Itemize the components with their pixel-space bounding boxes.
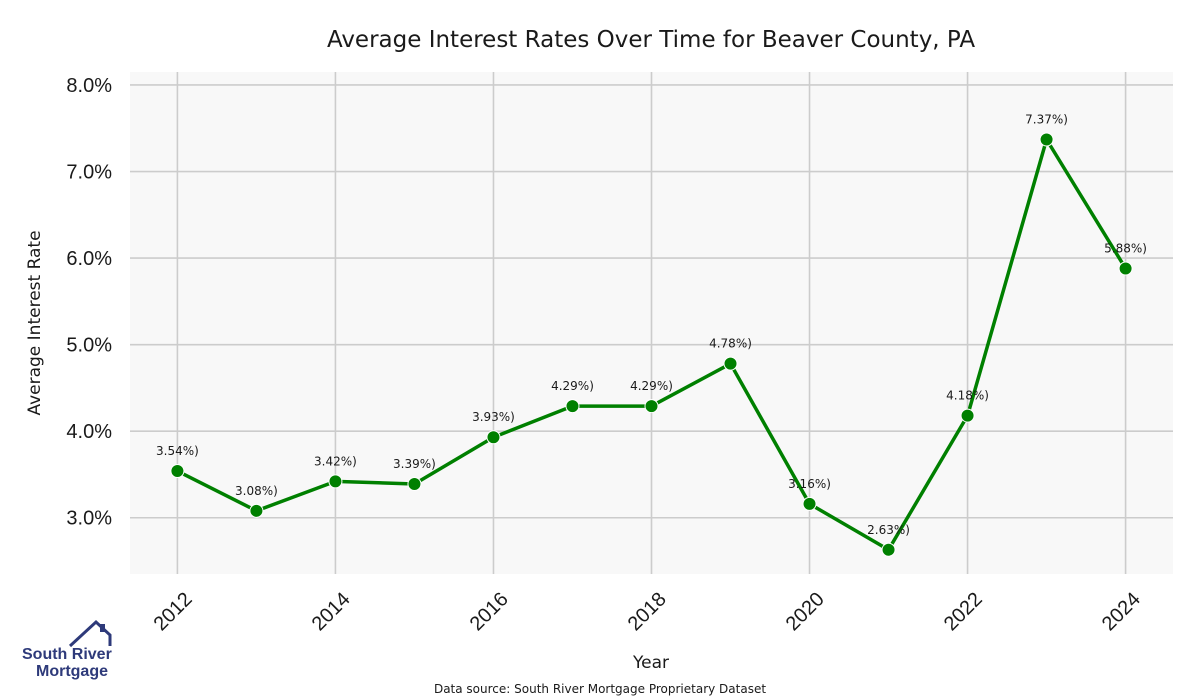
y-tick-label: 3.0%: [66, 508, 112, 530]
data-point: [960, 408, 975, 423]
x-axis-title: Year: [632, 653, 669, 673]
data-point: [328, 474, 343, 489]
data-label: 3.54%): [156, 444, 199, 458]
south-river-mortgage-logo: South River Mortgage: [22, 619, 112, 680]
grid: [130, 72, 1173, 574]
chart-title: Average Interest Rates Over Time for Bea…: [327, 27, 975, 53]
logo-line-1: South River: [22, 646, 112, 663]
x-tick-label: 2018: [624, 588, 671, 635]
data-label: 3.42%): [314, 454, 357, 468]
data-point: [1118, 261, 1133, 276]
x-tick-label: 2012: [150, 588, 197, 635]
data-point: [723, 356, 738, 371]
y-axis-title: Average Interest Rate: [25, 230, 45, 415]
data-label: 2.63%): [867, 523, 910, 537]
x-tick-label: 2016: [466, 588, 513, 635]
y-tick-label: 8.0%: [66, 75, 112, 97]
data-point: [407, 476, 422, 491]
x-tick-label: 2024: [1098, 588, 1145, 635]
data-point: [644, 399, 659, 414]
y-tick-label: 4.0%: [66, 421, 112, 443]
data-label: 5.88%): [1104, 241, 1147, 255]
data-point: [565, 399, 580, 414]
logo-line-2: Mortgage: [36, 663, 108, 680]
data-point: [249, 503, 264, 518]
data-label: 7.37%): [1025, 113, 1068, 127]
data-point: [881, 542, 896, 557]
data-label: 3.16%): [788, 477, 831, 491]
y-tick-label: 6.0%: [66, 248, 112, 270]
data-label: 4.18%): [946, 389, 989, 403]
x-axis-ticks: 2012 2014 2016 2018 2020 2022 2024: [150, 588, 1145, 635]
data-label: 3.39%): [393, 457, 436, 471]
data-point: [170, 464, 185, 479]
y-tick-label: 5.0%: [66, 335, 112, 357]
house-chimney-icon: [100, 624, 105, 632]
data-point: [802, 496, 817, 511]
data-source-note: Data source: South River Mortgage Propri…: [434, 682, 766, 696]
x-tick-label: 2014: [308, 588, 355, 635]
data-label: 4.29%): [630, 379, 673, 393]
data-label: 3.93%): [472, 410, 515, 424]
data-label: 4.78%): [709, 337, 752, 351]
y-tick-label: 7.0%: [66, 162, 112, 184]
data-label: 3.08%): [235, 484, 278, 498]
series-layer: 3.54%) 3.08%) 3.42%) 3.39%) 3.93%) 4.29%) 4.29…: [156, 113, 1147, 557]
data-point: [1039, 132, 1054, 147]
data-point: [486, 430, 501, 445]
y-axis-ticks: 3.0% 4.0% 5.0% 6.0% 7.0% 8.0%: [66, 75, 112, 530]
x-tick-label: 2020: [782, 588, 829, 635]
data-label: 4.29%): [551, 379, 594, 393]
x-tick-label: 2022: [940, 588, 987, 635]
